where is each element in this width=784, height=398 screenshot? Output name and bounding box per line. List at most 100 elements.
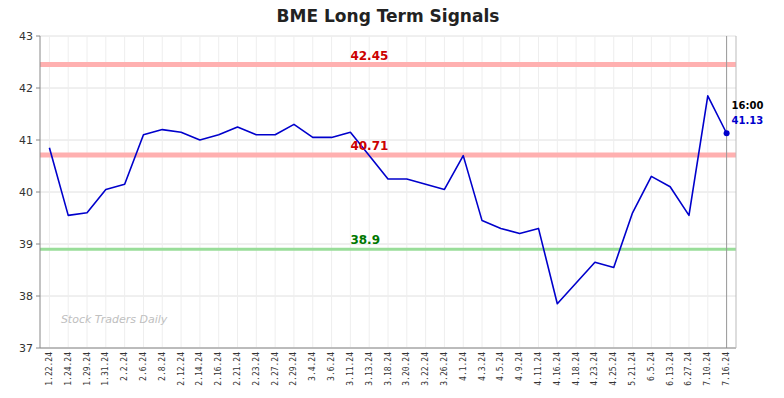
x-grid-line (406, 36, 407, 348)
x-grid-line (87, 36, 88, 348)
x-grid-line (688, 36, 689, 348)
reference-label: 40.71 (350, 139, 388, 153)
x-tick-label: 2.16.24 (214, 352, 223, 386)
y-tick-label: 43 (19, 30, 33, 43)
x-tick-label: 3.26.24 (440, 352, 449, 386)
x-tick-label: 5.21.24 (628, 352, 637, 386)
x-tick-label: 6.5.24 (647, 352, 656, 381)
x-tick-label: 4.3.24 (478, 352, 487, 381)
x-tick-label: 4.25.24 (609, 352, 618, 386)
x-grid-line (143, 36, 144, 348)
x-grid-line (350, 36, 351, 348)
right-border (736, 36, 737, 348)
x-grid-line (275, 36, 276, 348)
x-tick-label: 2.23.24 (252, 352, 261, 386)
x-tick-label: 4.5.24 (496, 352, 505, 381)
x-tick-label: 2.29.24 (289, 352, 298, 386)
x-grid-line (237, 36, 238, 348)
y-tick (36, 192, 40, 193)
x-tick-label: 4.11.24 (534, 352, 543, 386)
x-grid-line (707, 36, 708, 348)
reference-line (40, 153, 736, 158)
x-tick-label: 3.11.24 (346, 352, 355, 386)
x-grid-line (576, 36, 577, 348)
x-tick-label: 3.20.24 (402, 352, 411, 386)
x-tick-label: 2.12.24 (177, 352, 186, 386)
x-tick-label: 2.8.24 (158, 352, 167, 381)
y-tick-label: 38 (19, 290, 33, 303)
last-point-vline (726, 36, 727, 348)
y-tick-label: 37 (19, 342, 33, 355)
x-grid-line (331, 36, 332, 348)
x-grid-line (256, 36, 257, 348)
y-tick (36, 88, 40, 89)
y-tick (36, 244, 40, 245)
x-tick-label: 6.13.24 (666, 352, 675, 386)
reference-label: 38.9 (350, 233, 380, 247)
x-tick-label: 4.18.24 (572, 352, 581, 386)
price-line (49, 96, 726, 304)
x-tick-label: 2.27.24 (271, 352, 280, 386)
x-tick-label: 3.4.24 (308, 352, 317, 381)
x-tick-label: 3.22.24 (421, 352, 430, 386)
title: BME Long Term Signals (277, 6, 500, 26)
x-grid-line (482, 36, 483, 348)
chart: 37 38 39 40 41 42 43 1.22.24 1.24.24 1.29.24 1.31.… (0, 0, 784, 398)
x-tick-label: 2.6.24 (139, 352, 148, 381)
x-tick-label: 4.9.24 (515, 352, 524, 381)
x-grid-line (105, 36, 106, 348)
x-grid-line (181, 36, 182, 348)
x-grid-line (388, 36, 389, 348)
x-tick-label: 4.1.24 (459, 352, 468, 381)
x-tick-label: 1.22.24 (45, 352, 54, 386)
x-grid-line (218, 36, 219, 348)
x-tick-label: 2.21.24 (233, 352, 242, 386)
x-grid-line (162, 36, 163, 348)
x-tick-label: 1.29.24 (83, 352, 92, 386)
x-tick-label: 7.16.24 (722, 352, 731, 386)
last-value-label: 41.13 (732, 115, 764, 126)
x-tick-label: 6.27.24 (684, 352, 693, 386)
x-tick-label: 1.24.24 (64, 352, 73, 386)
y-tick-label: 42 (19, 82, 33, 95)
x-grid-line (68, 36, 69, 348)
y-tick-label: 39 (19, 238, 33, 251)
x-tick-label: 3.18.24 (384, 352, 393, 386)
x-tick-label: 1.31.24 (101, 352, 110, 386)
y-tick (36, 140, 40, 141)
x-tick-label: 2.2.24 (120, 352, 129, 381)
x-axis-line (40, 348, 736, 349)
reference-label: 42.45 (350, 49, 388, 63)
y-tick (36, 296, 40, 297)
x-grid-line (594, 36, 595, 348)
x-grid-line (444, 36, 445, 348)
reference-line (40, 248, 736, 251)
y-tick-label: 41 (19, 134, 33, 147)
x-tick-label: 4.16.24 (553, 352, 562, 386)
x-grid-line (726, 36, 727, 348)
y-tick (36, 348, 40, 349)
x-tick-label: 7.10.24 (703, 352, 712, 386)
watermark: Stock Traders Daily (61, 313, 168, 326)
last-point-marker (724, 130, 730, 136)
x-grid-line (500, 36, 501, 348)
y-tick (36, 36, 40, 37)
y-grid-line (40, 348, 736, 349)
x-grid-line (463, 36, 464, 348)
last-time-label: 16:00 (732, 100, 764, 111)
reference-line (40, 62, 736, 67)
x-grid-line (519, 36, 520, 348)
x-grid-line (293, 36, 294, 348)
x-grid-line (425, 36, 426, 348)
x-tick-label: 3.13.24 (365, 352, 374, 386)
x-grid-line (124, 36, 125, 348)
grid (40, 36, 736, 348)
x-grid-line (49, 36, 50, 348)
x-tick-label: 3.6.24 (327, 352, 336, 381)
y-tick-label: 40 (19, 186, 33, 199)
x-grid-line (632, 36, 633, 348)
x-grid-line (312, 36, 313, 348)
x-grid-line (538, 36, 539, 348)
x-grid-line (613, 36, 614, 348)
x-grid-line (651, 36, 652, 348)
